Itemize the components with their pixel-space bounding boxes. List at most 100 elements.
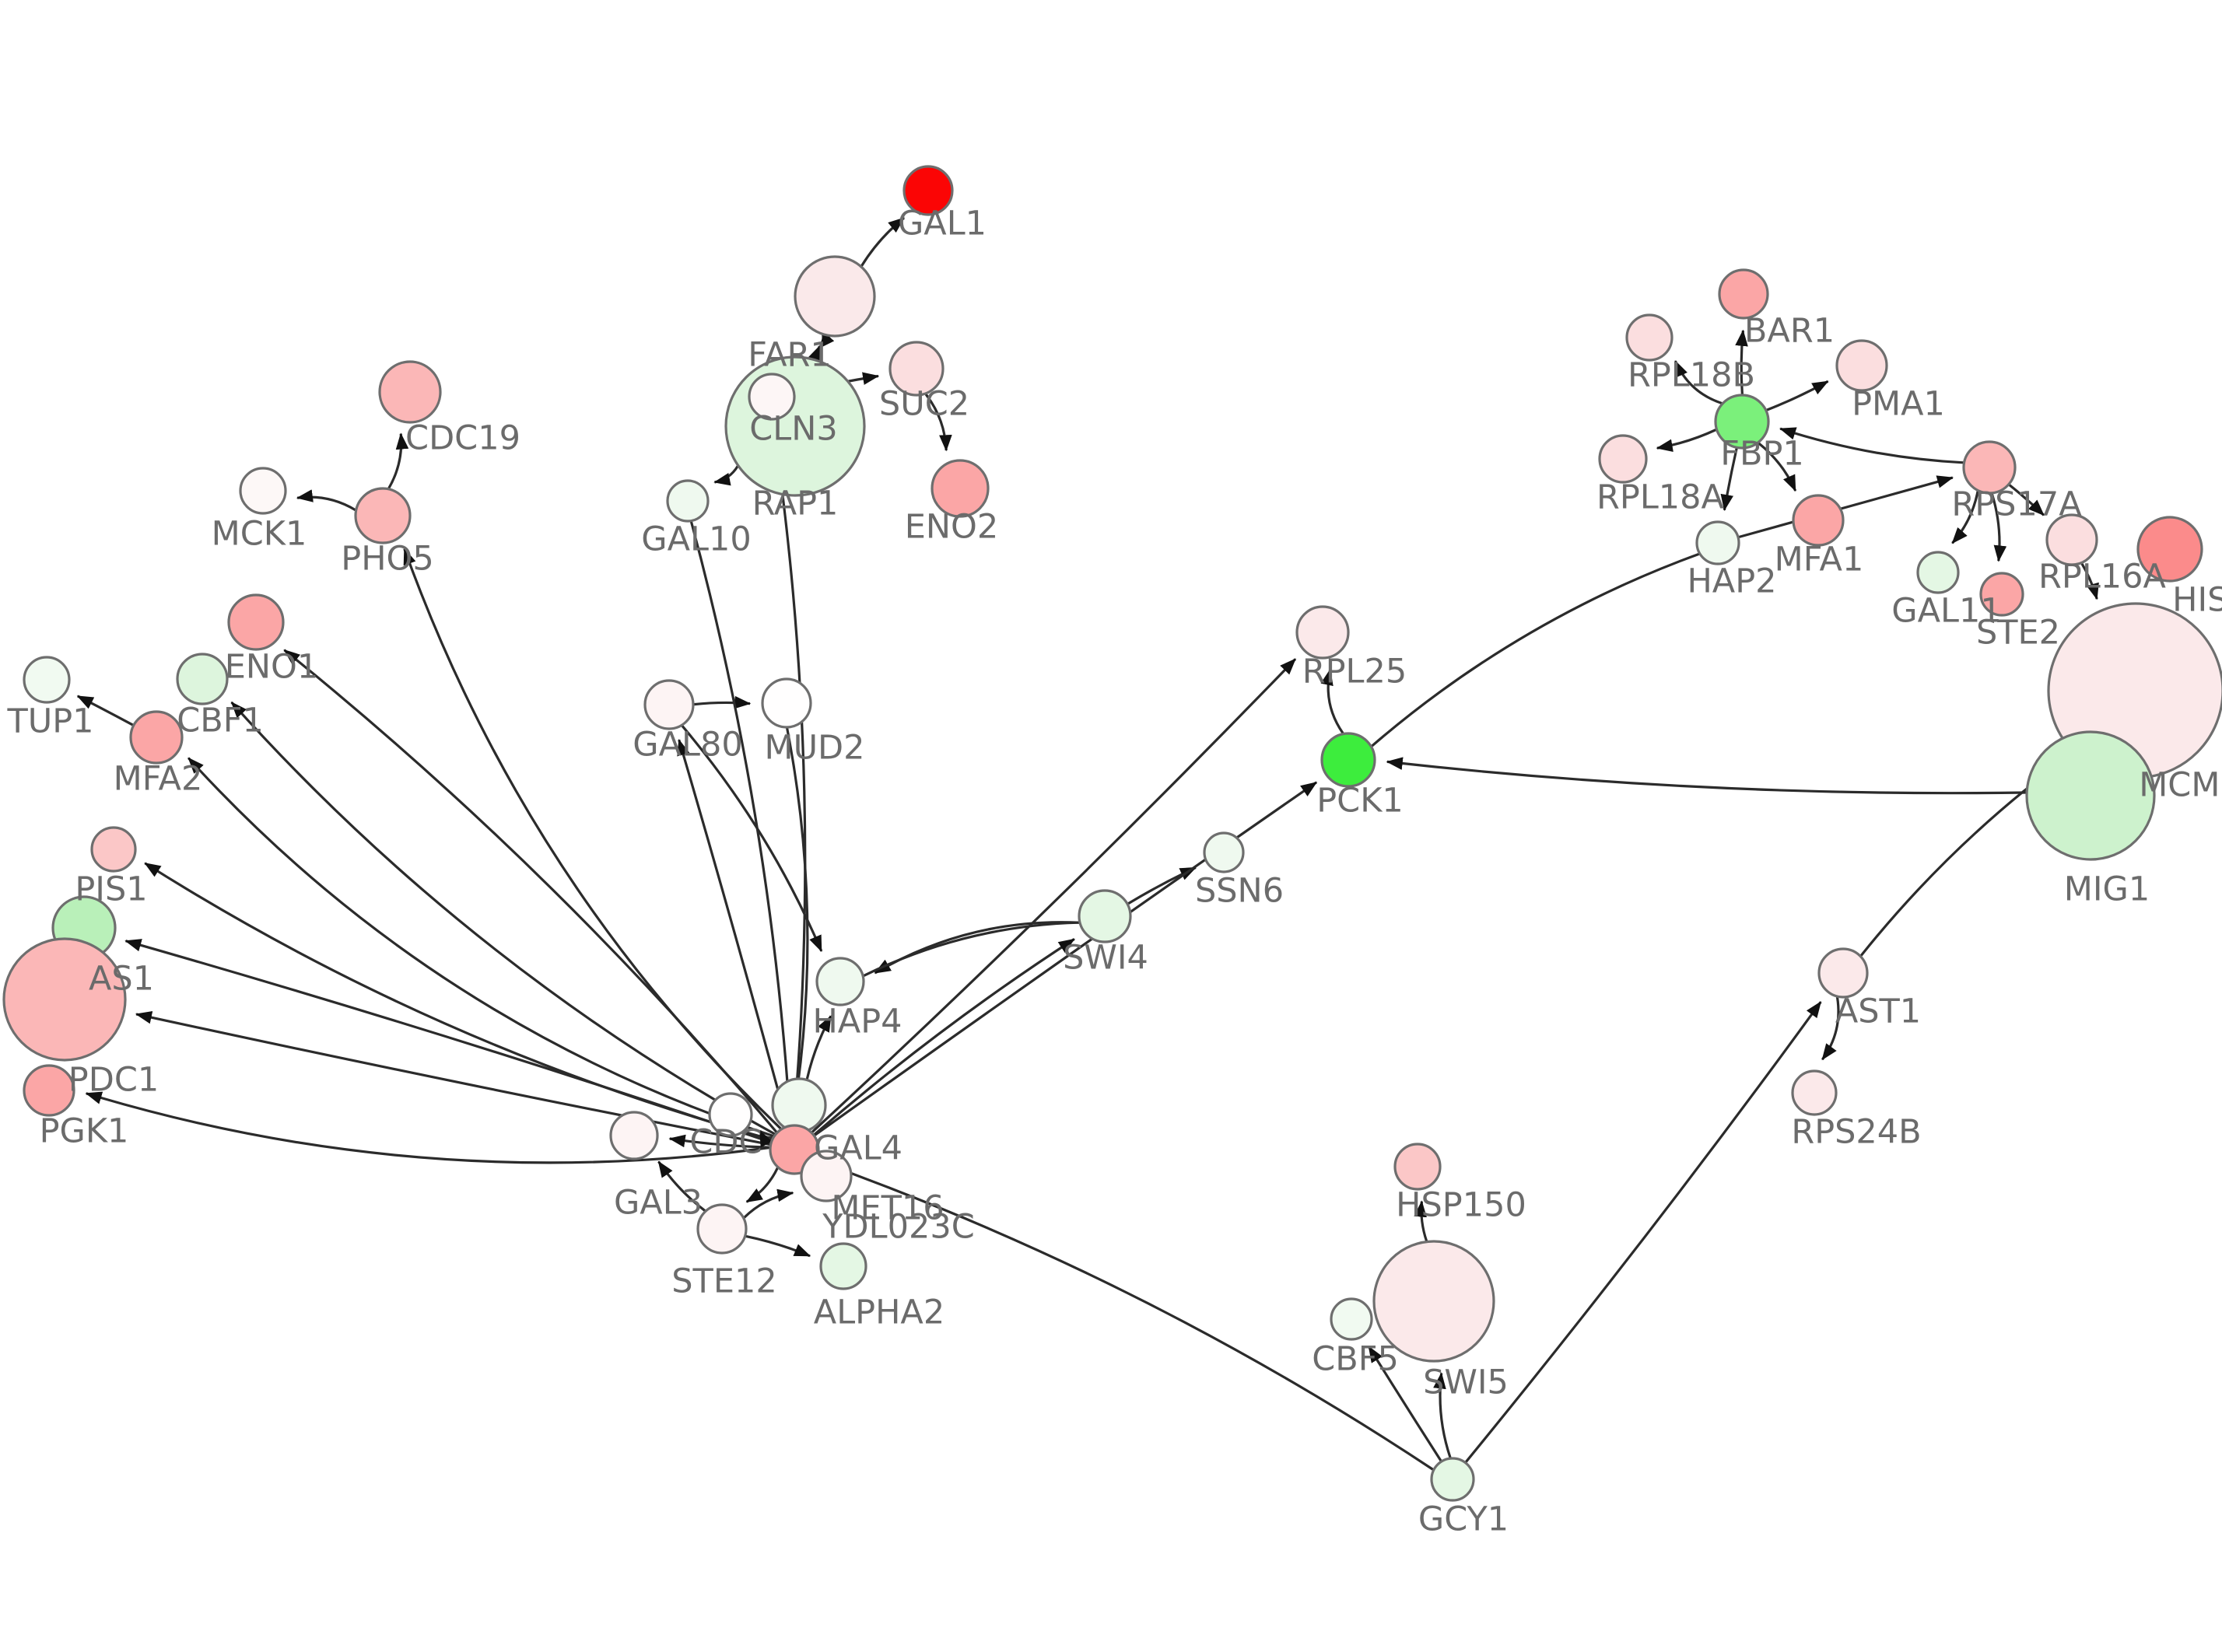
edge-fbp1-to-mfa1[interactable] (1758, 442, 1797, 492)
gene-node-rps24b[interactable] (1791, 1069, 1838, 1116)
gene-node-cdc[interactable] (708, 1092, 753, 1137)
edge-rps17a-to-gal11[interactable] (1951, 491, 1979, 544)
edge-gal4-to-pis1[interactable] (144, 862, 773, 1141)
edge-gal4-to-mfa2[interactable] (188, 757, 774, 1138)
gene-node-gal1[interactable] (902, 165, 954, 216)
edge-mud2-to-gal4[interactable] (786, 727, 809, 1115)
edge-fbp1-to-rpl18a[interactable] (1656, 429, 1717, 453)
edge-rps17a-to-rpl16a[interactable] (2008, 484, 2045, 516)
edge-pho5-to-cdc19[interactable] (387, 432, 409, 489)
gene-node-bar1[interactable] (1718, 268, 1769, 320)
edge-gal4-to-gcy1[interactable] (816, 1159, 1434, 1471)
gene-node-rpl16a[interactable] (2045, 513, 2098, 566)
edge-rps17a-to-ste2[interactable] (1990, 493, 2007, 562)
edge-gal4-to-pgk1[interactable] (85, 1091, 770, 1164)
gene-node-cbf5[interactable] (1330, 1297, 1373, 1341)
gene-node-ste12[interactable] (696, 1203, 748, 1255)
gene-node-pdc1[interactable] (2, 937, 127, 1062)
gene-node-ste2[interactable] (1979, 572, 2024, 617)
gene-node-gal10[interactable] (666, 479, 710, 523)
gene-node-ydl023c[interactable] (800, 1150, 853, 1202)
gene-node-mfa2[interactable] (129, 710, 184, 765)
gene-node-fbp1[interactable] (1714, 394, 1770, 450)
edge-far1-to-gal1[interactable] (860, 216, 905, 267)
gene-node-eno1[interactable] (227, 593, 285, 651)
gene-node-swi5[interactable] (1372, 1240, 1495, 1363)
edge-rps17a-to-fbp1[interactable] (1779, 427, 1964, 464)
edge-rap1-to-gal4[interactable] (771, 419, 807, 1125)
edge-hap2-to-rps17a[interactable] (1738, 475, 1954, 539)
gene-node-ast1[interactable] (1817, 947, 1869, 999)
edge-gal4-to-cbf1[interactable] (230, 701, 776, 1136)
edge-ste12-to-gal3[interactable] (657, 1160, 706, 1212)
gene-node-pgk1[interactable] (23, 1064, 75, 1117)
edge-gal4-to-cdc[interactable] (759, 1129, 773, 1148)
gene-node-ssn6[interactable] (1203, 831, 1245, 873)
edge-gal4-to-eno1[interactable] (283, 649, 778, 1133)
edge-gcy1-to-cbf5[interactable] (1368, 1346, 1442, 1462)
edge-hap4-to-swi4[interactable] (863, 921, 1080, 978)
gene-node-mck1[interactable] (239, 467, 287, 515)
edge-gal4-to-gal80[interactable] (677, 738, 789, 1126)
gene-node-cdc19[interactable] (378, 360, 442, 424)
gene-node-alpha2[interactable] (819, 1242, 867, 1290)
edge-ast1-to-rps24b[interactable] (1821, 996, 1840, 1061)
edge-gal4-to-pdc1[interactable] (135, 1010, 771, 1146)
edge-fbp1-to-rpl18b[interactable] (1674, 360, 1723, 405)
edge-fbp1-to-pma1[interactable] (1766, 380, 1829, 411)
edge-cln3-to-gal10[interactable] (713, 465, 739, 486)
edge-mfa2-to-tup1[interactable] (76, 695, 134, 726)
edge-gal4-to-ste12[interactable] (745, 1167, 779, 1203)
gene-node-rps17a[interactable] (1962, 440, 2017, 495)
gene-node-pma1[interactable] (1835, 339, 1888, 392)
gene-node-rap1[interactable] (748, 373, 796, 421)
edge-fbp1-to-hap2[interactable] (1720, 447, 1738, 512)
edge-gal4-to-swi4[interactable] (813, 938, 1075, 1136)
edge-ste12-to-ydl023c[interactable] (743, 1188, 794, 1219)
gene-node-tup1[interactable] (23, 656, 71, 704)
edge-mig1-to-pck1[interactable] (1386, 757, 2027, 795)
gene-node-pck1[interactable] (1320, 732, 1376, 788)
gene-node-mig1[interactable] (2025, 730, 2156, 861)
edge-far1-to-cln3[interactable] (818, 332, 835, 349)
gene-node-gal80[interactable] (643, 679, 695, 730)
edge-pck1-to-hap2[interactable] (1371, 552, 1700, 747)
gene-node-gcy1[interactable] (1430, 1457, 1475, 1502)
edge-fbp1-to-bar1[interactable] (1735, 329, 1748, 395)
edge-rpl16a-to-mcm1[interactable] (2080, 562, 2099, 600)
gene-node-rpl18b[interactable] (1625, 313, 1674, 362)
gene-node-mfa1[interactable] (1792, 494, 1845, 547)
edge-gcy1-to-swi5[interactable] (1433, 1372, 1452, 1458)
gene-node-far1[interactable] (794, 255, 876, 338)
gene-node-suc2[interactable] (888, 341, 945, 397)
gene-node-pis1[interactable] (90, 826, 137, 873)
edge-ste12-to-alpha2[interactable] (745, 1234, 811, 1258)
edge-suc2-to-eno2[interactable] (924, 393, 952, 452)
gene-node-his4[interactable] (2136, 516, 2203, 583)
gene-node-gal3[interactable] (609, 1111, 659, 1160)
edge-gal4-to-gal3[interactable] (668, 1134, 770, 1149)
gene-node-met16[interactable] (771, 1077, 827, 1133)
gene-node-eno2[interactable] (931, 459, 990, 518)
edge-pho5-to-mck1[interactable] (296, 489, 356, 512)
edge-swi4-to-hap4[interactable] (874, 921, 1080, 975)
edge-pck1-to-rpl25[interactable] (1320, 668, 1344, 734)
gene-node-rpl18a[interactable] (1598, 434, 1648, 484)
gene-node-cbf1[interactable] (176, 653, 229, 705)
edge-gal4-to-pck1[interactable] (814, 781, 1318, 1136)
edge-gal10-to-gal4[interactable] (689, 521, 792, 1125)
gene-node-mud2[interactable] (761, 677, 812, 729)
edge-swi5-to-hsp150[interactable] (1414, 1200, 1428, 1242)
gene-node-swi4[interactable] (1078, 889, 1132, 943)
gene-node-rpl25[interactable] (1295, 605, 1350, 660)
gene-node-pho5[interactable] (354, 487, 412, 544)
edge-gal4-to-rpl25[interactable] (811, 658, 1297, 1133)
gene-node-hap2[interactable] (1695, 520, 1740, 565)
gene-node-gal11[interactable] (1916, 551, 1960, 594)
edge-gal80-to-mud2[interactable] (693, 695, 752, 709)
edge-gcy1-to-ast1[interactable] (1464, 1001, 1822, 1463)
gene-node-hap4[interactable] (815, 957, 865, 1006)
gene-node-hsp150[interactable] (1393, 1143, 1442, 1191)
edge-gal4-to-as1[interactable] (124, 939, 772, 1144)
